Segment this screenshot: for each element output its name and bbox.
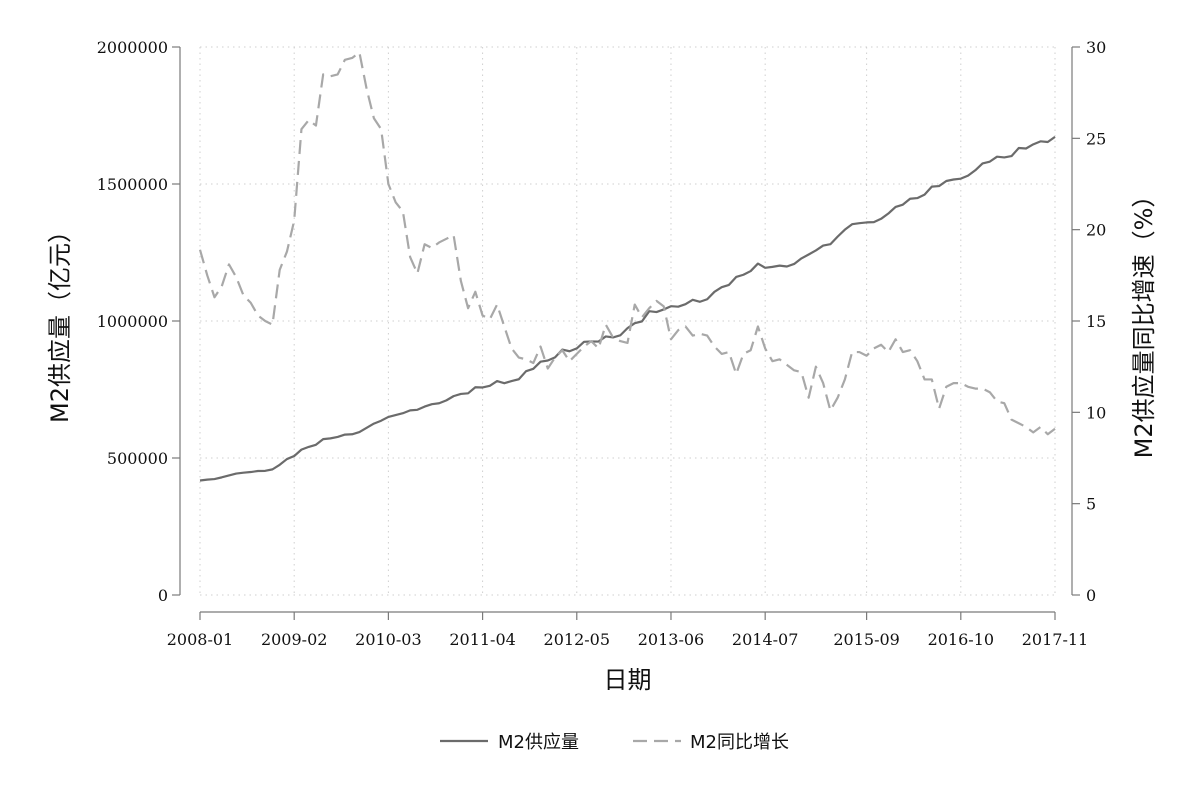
y-left-tick-label: 500000 (107, 449, 168, 468)
y-left-tick-label: 0 (158, 586, 168, 605)
y-right-tick-label: 10 (1086, 403, 1106, 422)
y-right-tick-label: 30 (1086, 38, 1106, 57)
legend-label-m2-growth: M2同比增长 (690, 732, 789, 753)
x-tick-label: 2009-02 (261, 630, 327, 649)
x-tick-label: 2012-05 (544, 630, 610, 649)
x-tick-label: 2010-03 (355, 630, 421, 649)
x-tick-label: 2013-06 (638, 630, 704, 649)
y-left-tick-label: 1000000 (97, 312, 168, 331)
x-tick-label: 2016-10 (928, 630, 994, 649)
x-axis-title: 日期 (604, 666, 652, 694)
x-tick-label: 2011-04 (449, 630, 515, 649)
y-left-tick-label: 2000000 (97, 38, 168, 57)
grid (199, 46, 1056, 596)
x-tick-label: 2008-01 (167, 630, 233, 649)
x-tick-label: 2017-11 (1022, 630, 1088, 649)
series-line-m2-growth (198, 51, 1056, 436)
y-right-tick-label: 25 (1086, 129, 1106, 148)
legend-label-m2-supply: M2供应量 (498, 732, 579, 753)
y-right-axis-title: M2供应量同比增速（%） (1130, 184, 1158, 459)
ticks: 0 500000 1000000 1500000 2000000 0 5 10 15 20 25 30… (97, 38, 1107, 649)
legend: M2供应量 M2同比增长 (440, 732, 789, 753)
x-tick-label: 2015-09 (833, 630, 899, 649)
y-right-tick-label: 20 (1086, 221, 1106, 240)
series-line-m2-supply (199, 135, 1056, 482)
series (198, 51, 1056, 482)
x-tick-label: 2014-07 (732, 630, 798, 649)
y-right-tick-label: 0 (1086, 586, 1096, 605)
y-right-tick-label: 5 (1086, 495, 1096, 514)
y-left-tick-label: 1500000 (97, 175, 168, 194)
y-left-axis-title: M2供应量（亿元） (46, 219, 74, 423)
y-right-tick-label: 15 (1086, 312, 1106, 331)
